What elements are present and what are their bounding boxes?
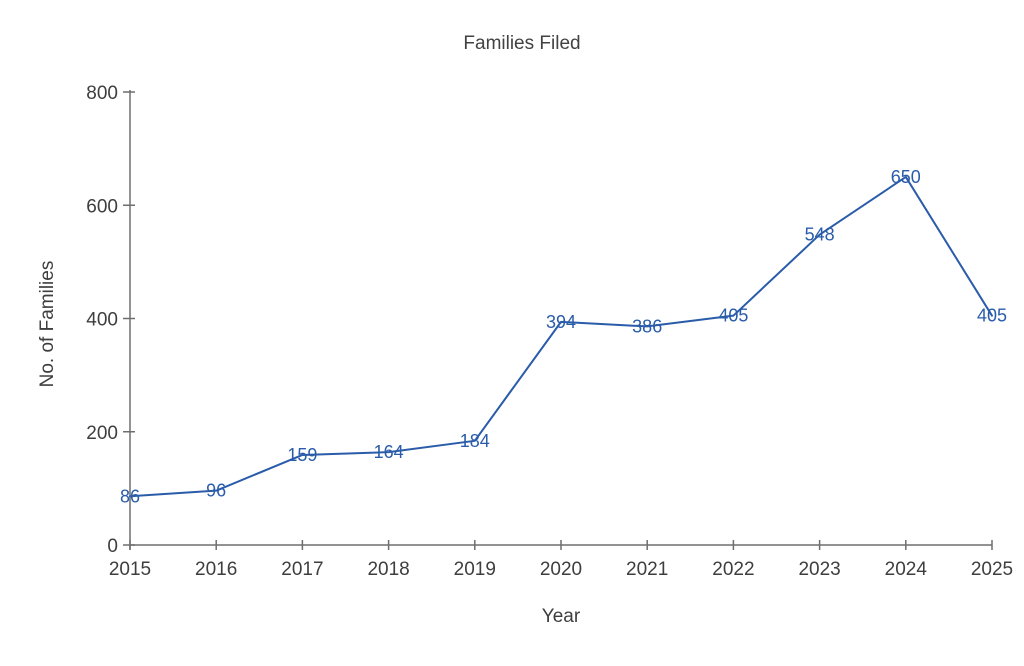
legend: Families Filed: [0, 33, 1024, 55]
x-tick-label: 2025: [971, 559, 1013, 580]
legend-item-families-filed[interactable]: Families Filed: [443, 33, 580, 55]
x-tick-label: 2021: [626, 559, 668, 580]
x-tick-label: 2019: [454, 559, 496, 580]
data-point-label: 159: [287, 445, 317, 465]
x-tick-label: 2023: [798, 559, 840, 580]
y-axis-title: No. of Families: [37, 260, 58, 388]
x-tick-label: 2022: [712, 559, 754, 580]
data-point-label: 394: [546, 312, 576, 332]
x-tick-label: 2015: [109, 559, 151, 580]
y-tick-label: 600: [86, 196, 118, 217]
legend-series-label: Families Filed: [463, 33, 581, 54]
series-line: [129, 175, 993, 498]
data-point-label: 96: [206, 481, 226, 501]
x-tick-label: 2016: [195, 559, 237, 580]
y-tick-label: 800: [86, 83, 118, 104]
x-tick-label: 2020: [540, 559, 582, 580]
x-tick-label: 2024: [885, 559, 928, 580]
data-point-label: 650: [891, 167, 921, 187]
y-tick-label: 200: [86, 423, 118, 444]
data-point-label: 184: [460, 431, 490, 451]
y-tick-label: 0: [107, 536, 118, 557]
data-point-label: 86: [120, 486, 140, 506]
x-axis-title: Year: [541, 606, 581, 627]
x-tick-label: 2017: [281, 559, 323, 580]
data-point-label: 405: [718, 306, 748, 326]
y-tick-label: 400: [86, 310, 118, 331]
data-point-label: 405: [977, 306, 1007, 326]
data-point-label: 386: [632, 316, 662, 336]
data-point-label: 164: [374, 442, 404, 462]
data-point-label: 548: [805, 225, 835, 245]
x-tick-label: 2018: [367, 559, 409, 580]
